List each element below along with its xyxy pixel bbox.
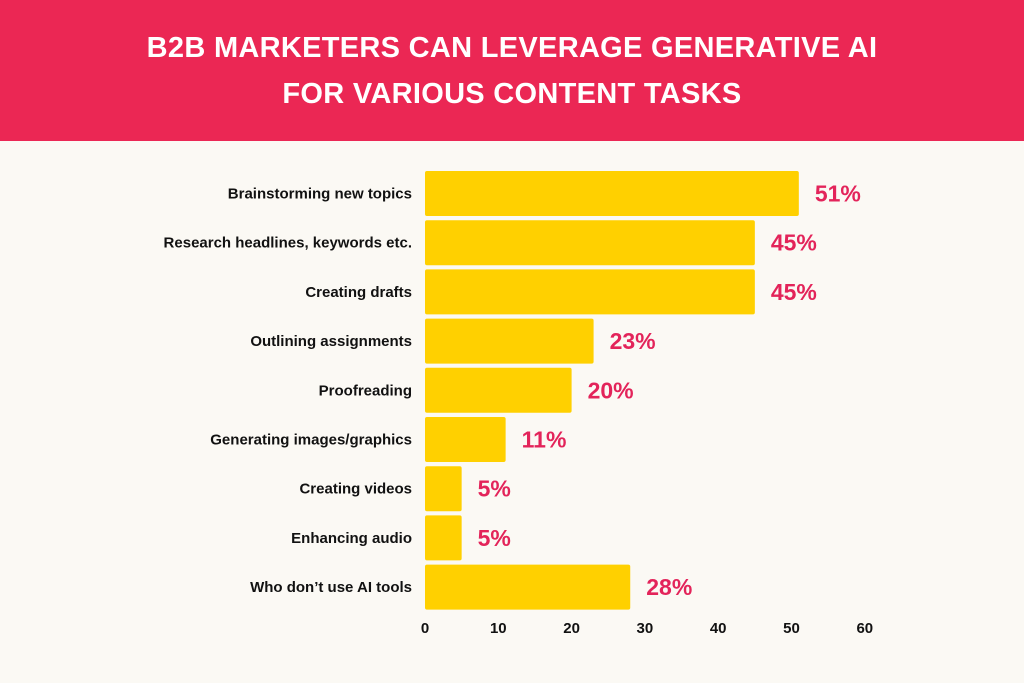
- value-label: 51%: [815, 181, 861, 207]
- x-tick-label: 0: [421, 620, 429, 637]
- category-label: Who don’t use AI tools: [250, 579, 412, 596]
- bar: [425, 171, 799, 216]
- chart-area: Brainstorming new topics 51% Research head…: [0, 141, 1024, 683]
- value-label: 45%: [771, 279, 817, 305]
- bar: [425, 417, 506, 462]
- value-label: 5%: [478, 476, 511, 502]
- header-banner: B2B MARKETERS CAN LEVERAGE GENERATIVE AI…: [0, 0, 1024, 141]
- bar: [425, 564, 631, 610]
- x-tick-label: 60: [856, 620, 873, 637]
- value-label: 28%: [646, 574, 692, 600]
- x-tick-label: 30: [637, 620, 654, 637]
- x-tick-label: 50: [783, 620, 800, 637]
- category-label: Enhancing audio: [291, 530, 412, 547]
- value-label: 23%: [610, 328, 656, 354]
- value-label: 5%: [478, 525, 511, 551]
- bar: [425, 515, 462, 561]
- category-label: Brainstorming new topics: [228, 186, 412, 203]
- bar: [425, 269, 755, 315]
- chart-title: B2B MARKETERS CAN LEVERAGE GENERATIVE AI…: [147, 25, 878, 117]
- x-tick-label: 40: [710, 620, 727, 637]
- bar-chart: Brainstorming new topics 51% Research head…: [164, 171, 873, 637]
- chart-title-line-2: FOR VARIOUS CONTENT TASKS: [282, 77, 742, 110]
- value-label: 11%: [522, 427, 567, 453]
- x-tick-label: 10: [490, 620, 507, 637]
- bar: [425, 466, 462, 512]
- x-tick-label: 20: [563, 620, 580, 637]
- chart-title-line-1: B2B MARKETERS CAN LEVERAGE GENERATIVE AI: [146, 31, 878, 64]
- value-label: 45%: [771, 230, 817, 256]
- category-label: Proofreading: [319, 382, 412, 399]
- value-label: 20%: [588, 377, 634, 403]
- category-label: Research headlines, keywords etc.: [164, 235, 412, 252]
- bar: [425, 318, 594, 364]
- bar: [425, 367, 572, 413]
- category-label: Creating videos: [299, 481, 412, 498]
- category-label: Creating drafts: [305, 284, 412, 301]
- category-label: Generating images/graphics: [210, 432, 412, 449]
- category-label: Outlining assignments: [250, 333, 412, 350]
- bar: [425, 220, 755, 266]
